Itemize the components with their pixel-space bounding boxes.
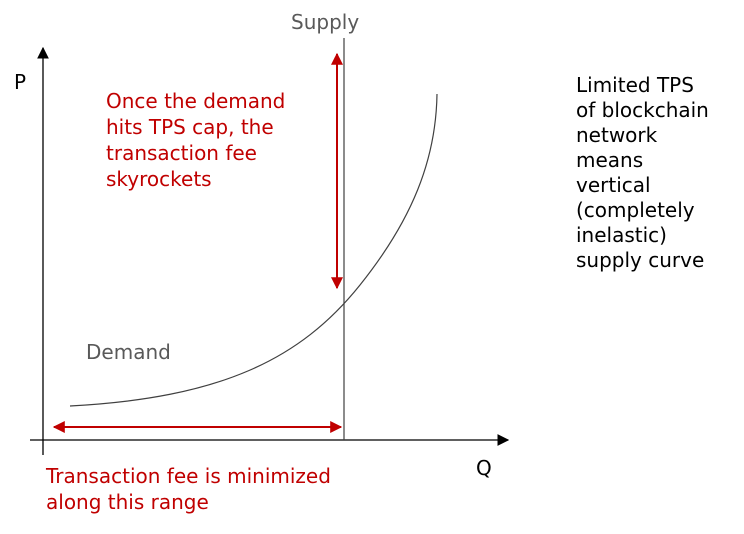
annotation-line: hits TPS cap, the xyxy=(106,115,274,139)
side-note: Limited TPS of blockchain network means … xyxy=(576,73,709,273)
side-note-line: network xyxy=(576,123,658,147)
side-note-line: means xyxy=(576,148,644,172)
tps-cap-annotation: Once the demand hits TPS cap, the transa… xyxy=(106,88,285,192)
quantity-axis-label: Q xyxy=(476,456,492,480)
annotation-line: transaction fee xyxy=(106,141,257,165)
annotation-line: skyrockets xyxy=(106,167,212,191)
annotation-line: Transaction fee is minimized xyxy=(46,464,331,488)
demand-curve xyxy=(69,93,438,407)
side-note-line: Limited TPS xyxy=(576,73,694,97)
side-note-line: supply curve xyxy=(576,248,705,272)
supply-label: Supply xyxy=(291,10,360,34)
side-note-line: inelastic) xyxy=(576,223,667,247)
annotation-line: along this range xyxy=(46,490,209,514)
annotation-line: Once the demand xyxy=(106,89,286,113)
demand-label: Demand xyxy=(86,340,171,364)
fee-range-annotation: Transaction fee is minimized along this … xyxy=(46,463,331,515)
side-note-line: vertical xyxy=(576,173,651,197)
side-note-line: (completely xyxy=(576,198,695,222)
price-axis-label: P xyxy=(14,70,27,94)
side-note-line: of blockchain xyxy=(576,98,709,122)
